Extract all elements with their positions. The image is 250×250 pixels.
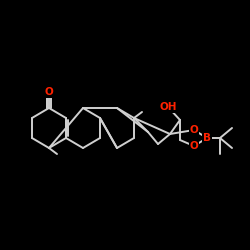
- Text: B: B: [203, 133, 211, 143]
- Text: OH: OH: [159, 102, 177, 112]
- Text: O: O: [190, 125, 198, 135]
- Text: O: O: [190, 141, 198, 151]
- Text: O: O: [44, 87, 54, 97]
